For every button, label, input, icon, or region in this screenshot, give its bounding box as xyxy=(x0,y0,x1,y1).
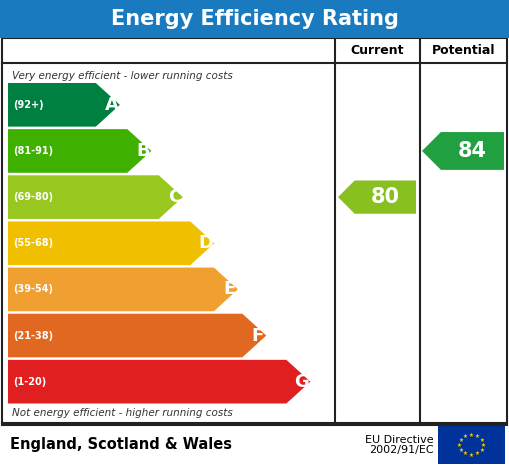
Polygon shape xyxy=(8,129,151,173)
Text: Potential: Potential xyxy=(432,44,495,57)
Text: 2002/91/EC: 2002/91/EC xyxy=(370,445,434,455)
Text: (81-91): (81-91) xyxy=(13,146,53,156)
Text: 80: 80 xyxy=(371,187,400,207)
Text: ★: ★ xyxy=(457,443,462,447)
Text: ★: ★ xyxy=(479,447,485,453)
Text: England, Scotland & Wales: England, Scotland & Wales xyxy=(10,438,232,453)
Text: EU Directive: EU Directive xyxy=(365,435,434,445)
Text: ★: ★ xyxy=(469,453,474,458)
Text: G: G xyxy=(295,373,309,391)
Text: ★: ★ xyxy=(481,443,486,447)
Polygon shape xyxy=(8,83,120,127)
Polygon shape xyxy=(8,360,310,403)
Text: (55-68): (55-68) xyxy=(13,238,53,248)
Text: D: D xyxy=(199,234,213,252)
Text: (92+): (92+) xyxy=(13,100,44,110)
Text: ★: ★ xyxy=(459,438,464,443)
Text: ★: ★ xyxy=(479,438,485,443)
Polygon shape xyxy=(338,181,416,214)
Text: ★: ★ xyxy=(459,447,464,453)
Text: ★: ★ xyxy=(463,451,468,456)
Text: A: A xyxy=(104,96,119,114)
Bar xyxy=(2,38,507,425)
Text: C: C xyxy=(168,188,181,206)
Polygon shape xyxy=(8,175,183,219)
Polygon shape xyxy=(8,314,266,357)
Text: Energy Efficiency Rating: Energy Efficiency Rating xyxy=(110,9,399,29)
Bar xyxy=(438,426,505,464)
Text: ★: ★ xyxy=(475,434,480,439)
Text: E: E xyxy=(223,280,236,298)
Text: Very energy efficient - lower running costs: Very energy efficient - lower running co… xyxy=(12,71,233,81)
Text: 84: 84 xyxy=(458,141,487,161)
Polygon shape xyxy=(422,132,504,170)
Text: Not energy efficient - higher running costs: Not energy efficient - higher running co… xyxy=(12,408,233,418)
Text: (21-38): (21-38) xyxy=(13,331,53,340)
Text: ★: ★ xyxy=(469,432,474,438)
Text: (39-54): (39-54) xyxy=(13,284,53,294)
Text: ★: ★ xyxy=(475,451,480,456)
Bar xyxy=(0,0,509,38)
Polygon shape xyxy=(8,268,238,311)
Polygon shape xyxy=(8,221,214,265)
Text: (1-20): (1-20) xyxy=(13,377,46,387)
Text: F: F xyxy=(252,326,264,345)
Text: Current: Current xyxy=(351,44,404,57)
Text: ★: ★ xyxy=(463,434,468,439)
Text: B: B xyxy=(136,142,150,160)
Text: (69-80): (69-80) xyxy=(13,192,53,202)
